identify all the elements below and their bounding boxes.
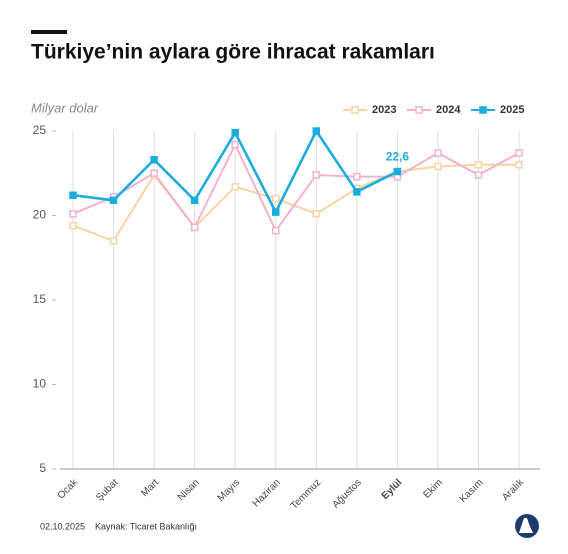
- legend-label: 2025: [500, 104, 524, 116]
- marker: [434, 149, 442, 157]
- series: 22,6: [69, 127, 410, 216]
- y-tick-label: 15: [33, 292, 47, 306]
- marker: [312, 127, 321, 135]
- marker: [474, 171, 483, 179]
- marker: [272, 208, 280, 216]
- marker: [109, 237, 118, 245]
- line: [72, 163, 520, 242]
- marker: [69, 221, 77, 230]
- legend-marker: [351, 106, 359, 114]
- legend-label: 2024: [436, 104, 461, 116]
- marker: [69, 191, 77, 199]
- marker: [150, 169, 158, 177]
- y-tick-label: 10: [33, 377, 47, 391]
- legend-marker: [415, 106, 423, 114]
- data-label: 22,6: [386, 150, 410, 164]
- y-tick-label: 20: [33, 208, 47, 222]
- source: Kaynak: Ticaret Bakanlığı: [95, 521, 197, 531]
- marker: [515, 161, 523, 169]
- marker: [474, 161, 483, 169]
- marker: [312, 210, 321, 218]
- title-bar: [31, 30, 67, 34]
- marker: [190, 223, 199, 232]
- marker: [190, 196, 199, 205]
- marker: [231, 183, 239, 191]
- marker: [393, 167, 402, 176]
- legend-label: 2023: [372, 104, 396, 116]
- marker: [353, 188, 361, 196]
- marker: [231, 140, 239, 149]
- legend-marker: [479, 106, 487, 114]
- marker: [434, 162, 442, 171]
- date: 02.10.2025: [40, 521, 85, 531]
- marker: [150, 155, 158, 164]
- marker: [353, 172, 361, 181]
- marker: [515, 149, 523, 157]
- logo: [515, 514, 539, 538]
- marker: [109, 196, 118, 205]
- chart-title: Türkiye’nin aylara göre ihracat rakamlar…: [31, 41, 435, 64]
- marker: [272, 194, 280, 203]
- y-tick-label: 5: [39, 461, 46, 475]
- marker: [312, 171, 321, 179]
- marker: [231, 128, 239, 137]
- y-tick-label: 25: [33, 123, 47, 137]
- line: [72, 143, 520, 232]
- y-axis-label: Milyar dolar: [31, 100, 99, 115]
- marker: [272, 226, 280, 235]
- marker: [69, 210, 77, 218]
